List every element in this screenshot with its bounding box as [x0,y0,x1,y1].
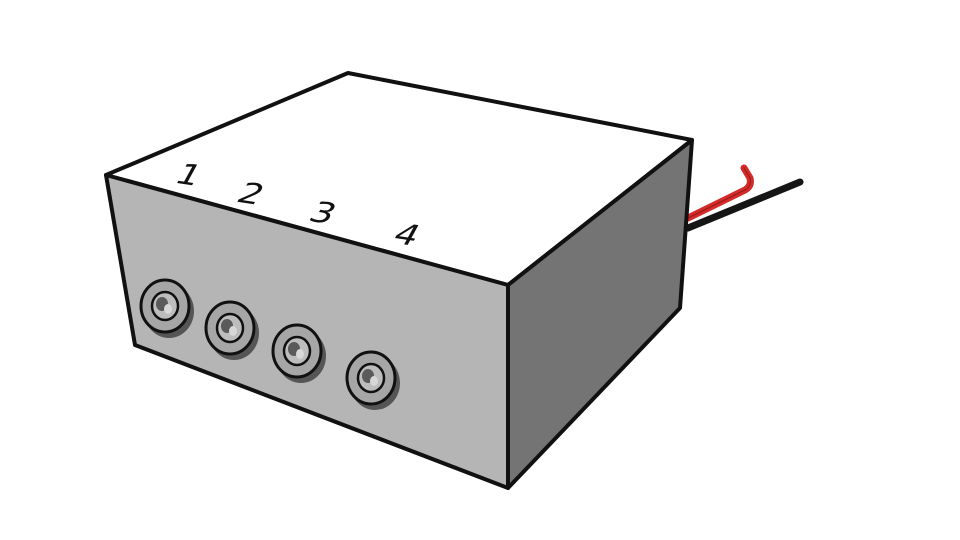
port-3[interactable] [271,323,326,383]
red-wire [684,164,754,222]
red-wire-outline [687,167,751,219]
port-highlight [296,349,304,359]
ports [139,278,400,410]
port-highlight [164,304,172,314]
port-highlight [229,326,237,336]
enclosure-side-face [506,138,694,490]
port-4[interactable] [345,350,400,410]
port-highlight [370,376,378,386]
enclosure [104,71,694,490]
port-2[interactable] [204,300,259,360]
cable-group [684,164,804,232]
port-1[interactable] [139,278,194,338]
black-wire [684,178,804,232]
